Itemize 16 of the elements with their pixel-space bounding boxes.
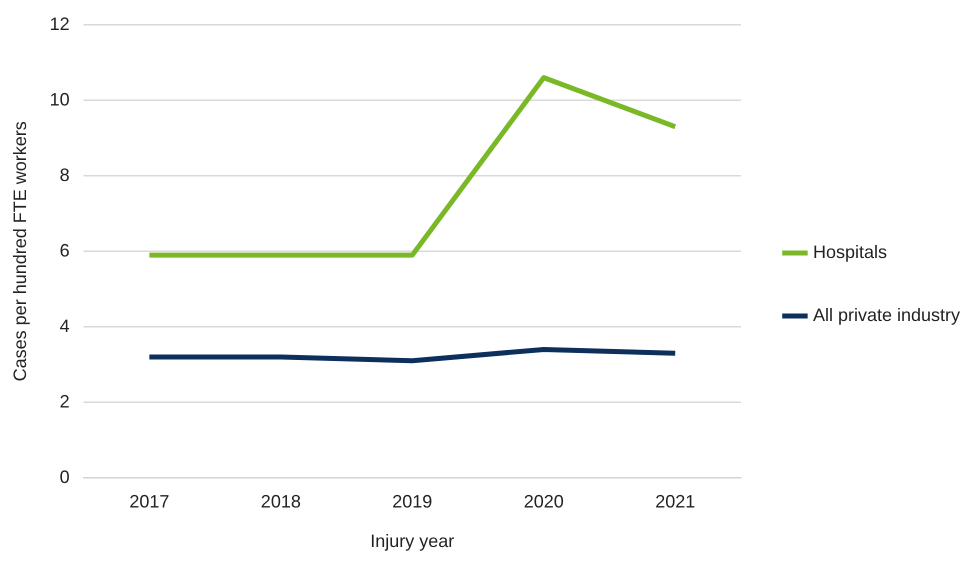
x-tick-label: 2021 [655, 492, 696, 512]
y-tick-label: 6 [60, 240, 70, 260]
legend-label: Hospitals [812, 242, 887, 262]
y-tick-label: 2 [60, 391, 70, 412]
x-tick-label: 2018 [260, 492, 301, 512]
legend-label: All private industry [812, 304, 960, 325]
x-tick-label: 2017 [129, 492, 170, 512]
y-tick-label: 4 [60, 316, 70, 336]
y-tick-label: 0 [60, 466, 70, 487]
y-tick-label: 12 [50, 14, 70, 34]
y-axis-title: Cases per hundred FTE workers [10, 121, 30, 382]
y-tick-label: 8 [60, 164, 70, 185]
y-tick-label: 10 [50, 89, 70, 110]
x-tick-label: 2020 [524, 492, 564, 512]
x-tick-label: 2019 [392, 492, 432, 512]
x-axis-title: Injury year [370, 531, 454, 552]
